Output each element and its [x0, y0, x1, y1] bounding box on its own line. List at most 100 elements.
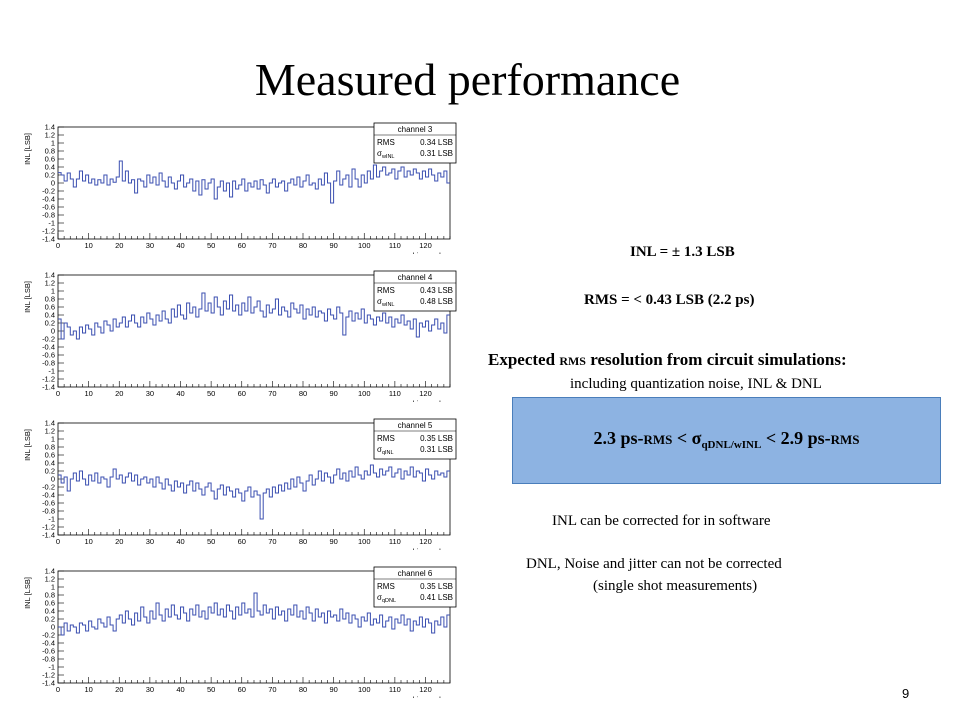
y-tick-label: 1.4	[45, 419, 55, 428]
stats-row-symbol: σ	[377, 445, 382, 454]
stats-row-label: σqDNL	[377, 593, 396, 604]
expected-rms-smallcaps: RMS	[559, 354, 586, 368]
x-tick-label: 120	[419, 537, 432, 546]
y-tick-label: -0.8	[42, 211, 55, 220]
y-tick-label: -0.4	[42, 491, 55, 500]
y-tick-label: 1	[51, 435, 55, 444]
y-tick-label: 0.6	[45, 303, 55, 312]
y-tick-label: 0.6	[45, 155, 55, 164]
including-text: including quantization noise, INL & DNL	[570, 376, 822, 392]
x-tick-label: 100	[358, 241, 371, 250]
x-tick-label: 110	[389, 241, 401, 250]
x-tick-label: 60	[238, 241, 246, 250]
stats-row-label: σqINL	[377, 445, 394, 456]
x-tick-label: 120	[419, 241, 432, 250]
y-tick-label: 0.2	[45, 467, 55, 476]
result-right-unit: RMS	[830, 432, 860, 447]
stats-row-symbol: σ	[377, 593, 382, 602]
result-relation-2: < 2.9 ps-	[761, 428, 831, 448]
stats-row-value: 0.43 LSB	[420, 286, 453, 295]
inl-plot-svg: -1.4-1.2-1-0.8-0.6-0.4-0.200.20.40.60.81…	[23, 418, 457, 550]
inl-plot-svg: -1.4-1.2-1-0.8-0.6-0.4-0.200.20.40.60.81…	[23, 567, 457, 698]
result-subscript: qDNL/wINL	[701, 439, 762, 451]
stats-row-subscript: qINL	[382, 450, 394, 456]
x-tick-label: 70	[268, 241, 276, 250]
y-tick-label: -0.6	[42, 647, 55, 656]
y-tick-label: -0.8	[42, 655, 55, 664]
stats-row-label: RMS	[377, 286, 395, 295]
y-tick-label: -0.2	[42, 335, 55, 344]
y-tick-label: 1.2	[45, 131, 55, 140]
x-tick-label: 40	[176, 241, 184, 250]
y-tick-label: 1	[51, 287, 55, 296]
x-tick-label: 90	[329, 389, 337, 398]
x-tick-label: 10	[84, 537, 92, 546]
stats-row-subscript: qDNL	[382, 598, 396, 604]
x-tick-label: 80	[299, 241, 307, 250]
y-tick-label: 0.4	[45, 311, 55, 320]
y-axis-label: INL [LSB]	[23, 281, 32, 313]
y-tick-label: -0.2	[42, 187, 55, 196]
x-tick-label: 30	[146, 537, 154, 546]
y-tick-label: -1	[48, 219, 55, 228]
y-tick-label: 1.2	[45, 427, 55, 436]
result-text: 2.3 ps-RMS < σqDNL/wINL < 2.9 ps-RMS	[513, 428, 940, 451]
y-tick-label: 0.2	[45, 615, 55, 624]
stats-row-subscript: wINL	[381, 302, 395, 308]
result-left-value: 2.3 ps-	[593, 428, 644, 448]
y-tick-label: 0	[51, 327, 55, 336]
y-tick-label: 1.4	[45, 567, 55, 576]
stats-row-subscript: wINL	[381, 154, 395, 160]
expected-part-a: xpected	[499, 350, 560, 369]
inl-plot-channel-4: -1.4 -1.2 -1 -0.8 -0.6 -0.4 -0.2 0 0.2 0.4 0.6 0.8 1…	[18, 270, 460, 402]
stats-row-value: 0.31 LSB	[420, 149, 453, 158]
y-tick-label: 0.4	[45, 163, 55, 172]
x-tick-label: 60	[238, 389, 246, 398]
y-tick-label: 0.8	[45, 591, 55, 600]
correctable-text: INL can be corrected for in software	[552, 513, 771, 529]
x-axis-label: bin number	[412, 547, 450, 550]
x-tick-label: 0	[56, 537, 60, 546]
y-tick-label: 0.8	[45, 147, 55, 156]
stats-row-label: σwINL	[377, 297, 394, 308]
stats-row-label: σwINL	[377, 149, 394, 160]
y-tick-label: 1.2	[45, 575, 55, 584]
y-tick-label: -1	[48, 367, 55, 376]
x-tick-label: 10	[84, 241, 92, 250]
stats-row-label: RMS	[377, 582, 395, 591]
x-tick-label: 10	[84, 389, 92, 398]
y-tick-label: -0.4	[42, 343, 55, 352]
stats-row-value: 0.35 LSB	[420, 582, 453, 591]
single-shot-text: (single shot measurements)	[593, 578, 758, 594]
x-tick-label: 110	[389, 389, 401, 398]
y-tick-label: 0.6	[45, 451, 55, 460]
y-tick-label: 0.2	[45, 319, 55, 328]
x-tick-label: 90	[329, 685, 337, 694]
x-axis-label: bin number	[412, 251, 450, 254]
result-left-unit: RMS	[643, 432, 673, 447]
y-axis-label: INL [LSB]	[23, 133, 32, 165]
x-tick-label: 60	[238, 685, 246, 694]
stats-row-value: 0.35 LSB	[420, 434, 453, 443]
inl-series-line	[58, 592, 450, 636]
page-number: 9	[902, 686, 910, 701]
stats-row-symbol: σ	[377, 297, 382, 306]
stats-title: channel 6	[398, 569, 433, 578]
y-tick-label: -1.4	[42, 531, 55, 540]
x-tick-label: 0	[56, 241, 60, 250]
x-tick-label: 0	[56, 685, 60, 694]
inl-plot-channel-3: -1.4 -1.2 -1 -0.8 -0.6 -0.4 -0.2 0 0.2 0.4 0.6 0.8 1…	[18, 122, 460, 254]
x-tick-label: 110	[389, 537, 401, 546]
y-tick-label: -1.4	[42, 383, 55, 392]
x-tick-label: 90	[329, 241, 337, 250]
x-tick-label: 120	[419, 685, 432, 694]
x-tick-label: 70	[268, 537, 276, 546]
x-tick-label: 10	[84, 685, 92, 694]
x-tick-label: 30	[146, 241, 154, 250]
expected-cap: E	[488, 350, 500, 369]
stats-box-frame	[373, 418, 457, 460]
y-tick-label: -0.4	[42, 195, 55, 204]
stats-row-label: RMS	[377, 434, 395, 443]
x-tick-label: 20	[115, 241, 123, 250]
